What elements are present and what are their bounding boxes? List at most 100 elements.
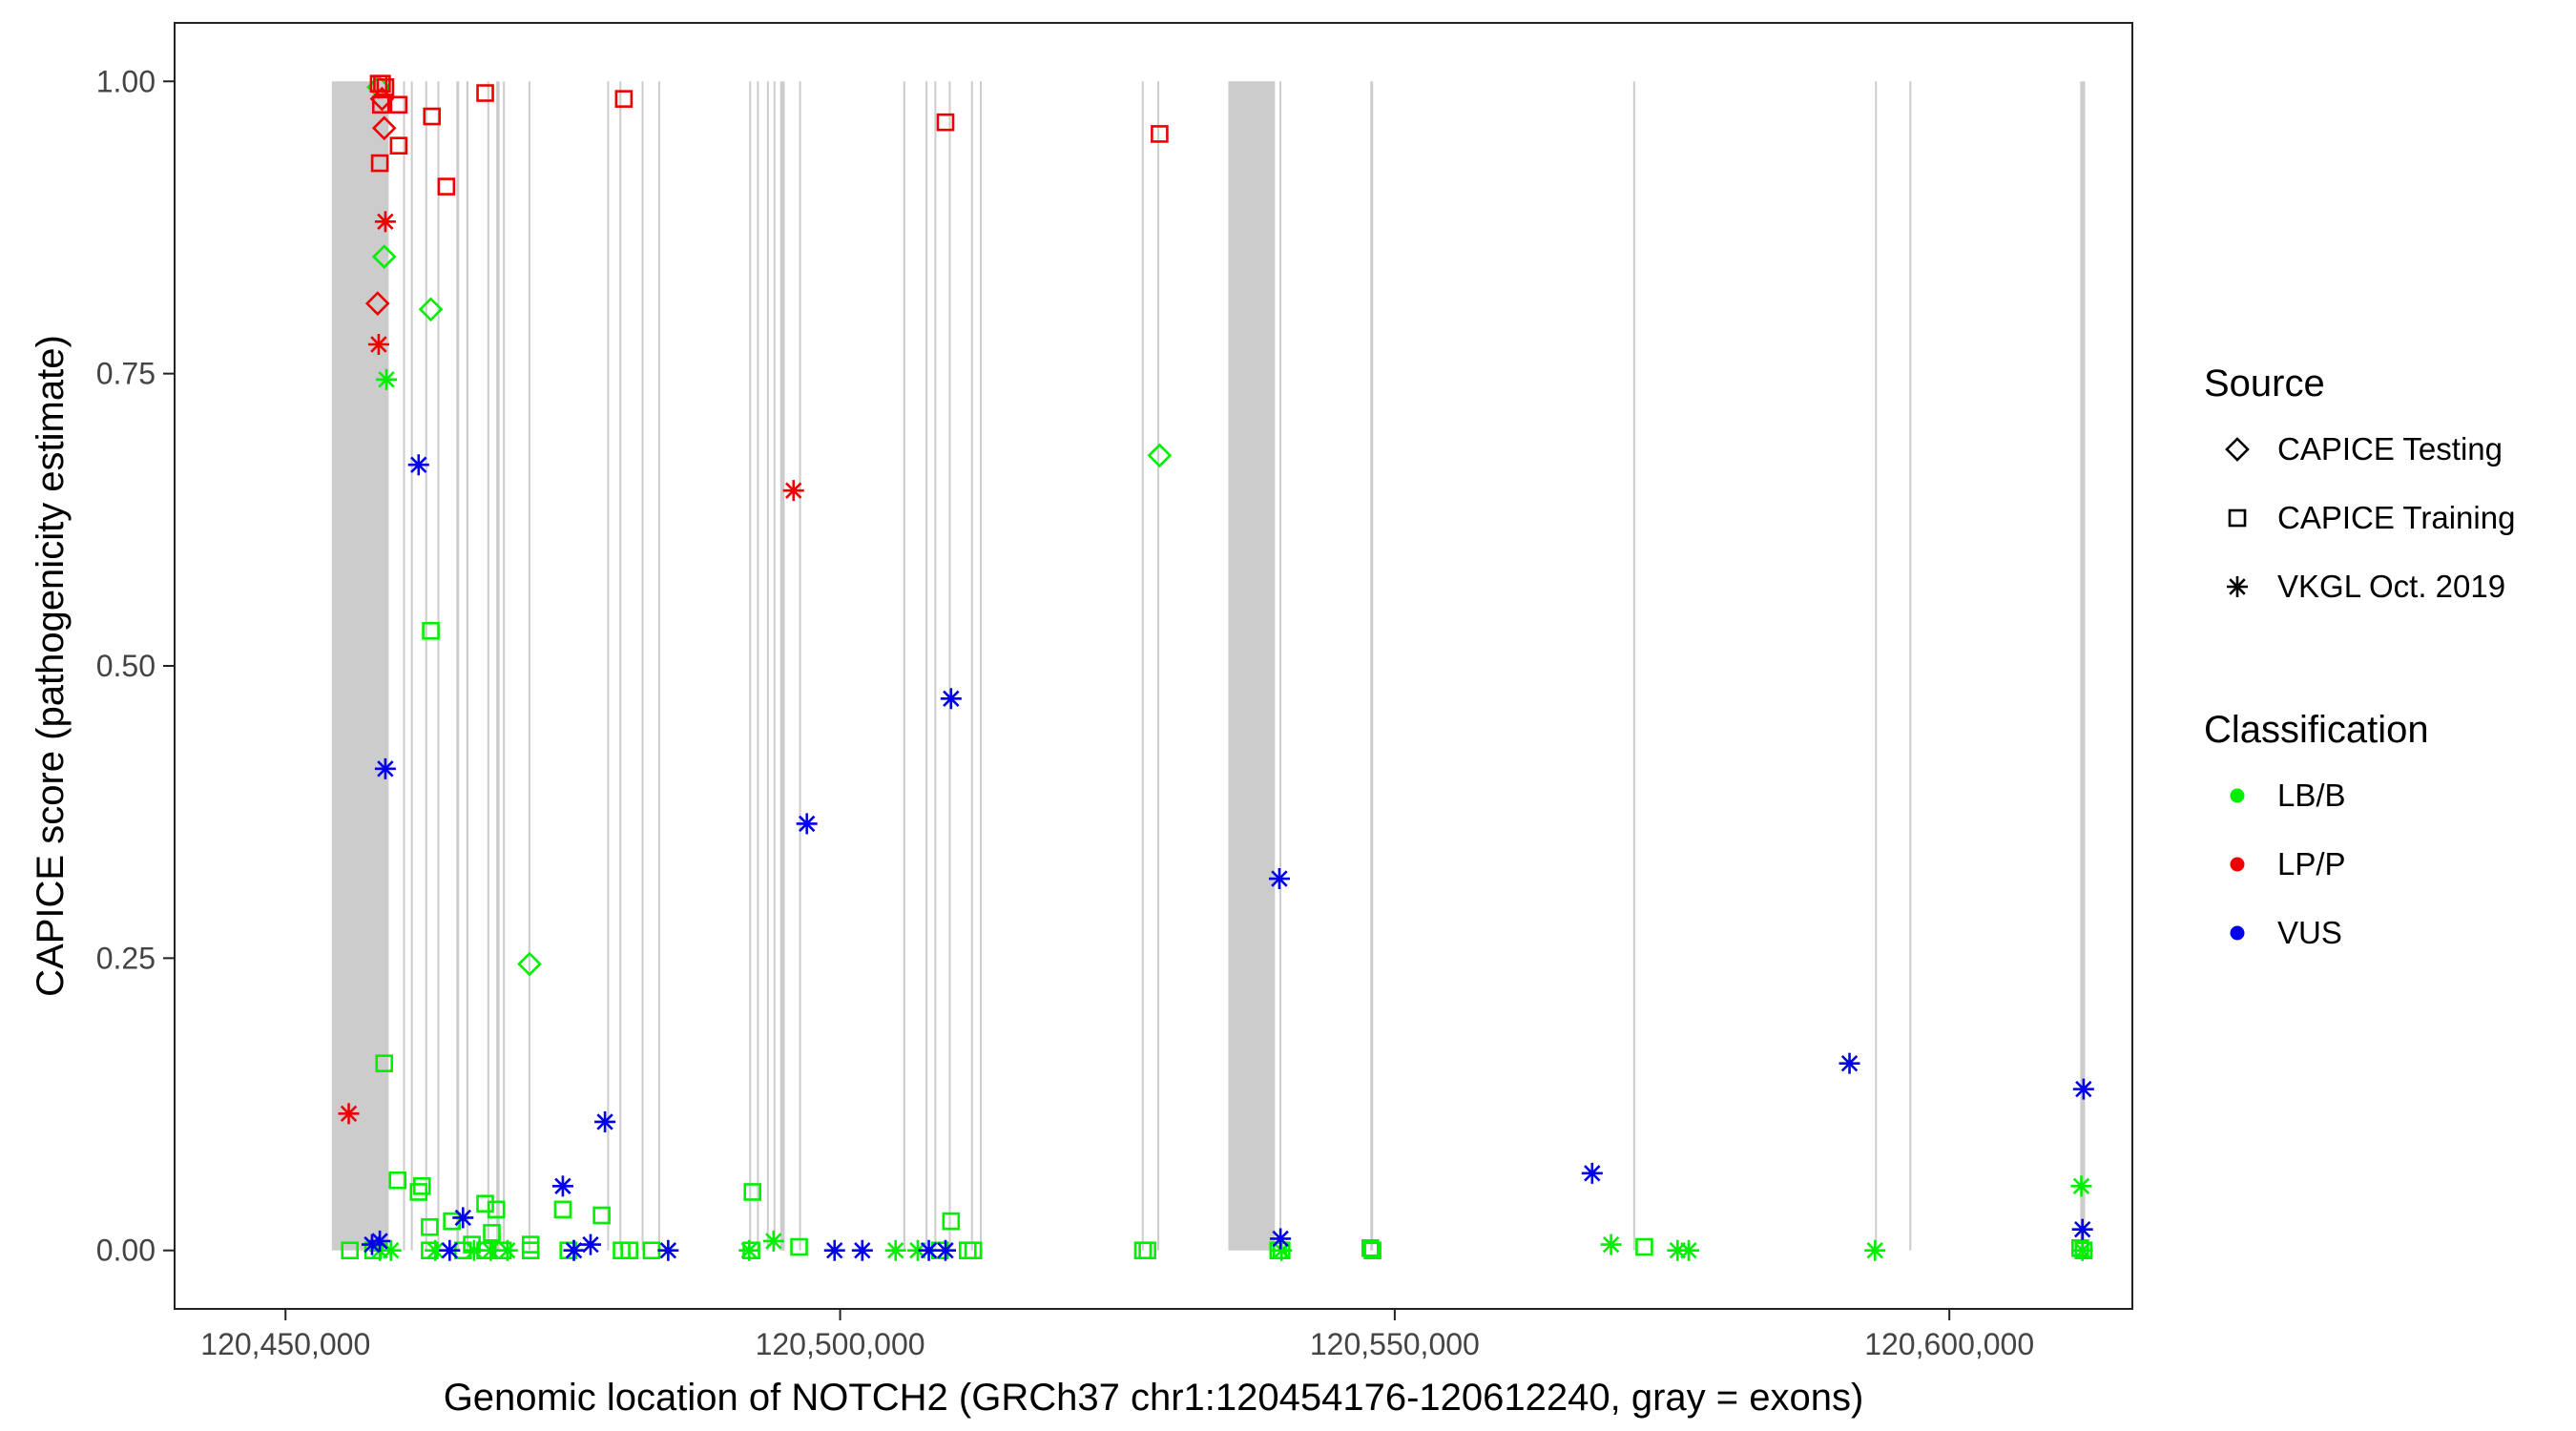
legend-source-items: CAPICE Testing CAPICE Training VKGL Oct. 2… (2225, 431, 2515, 604)
data-point-square (1635, 1237, 1653, 1256)
data-point-asterisk (851, 1239, 873, 1261)
y-tick-label: 0.50 (96, 649, 156, 683)
x-tick-label: 120,450,000 (200, 1327, 370, 1361)
data-point-asterisk (823, 1239, 845, 1261)
exon-band (619, 81, 622, 1251)
data-point-diamond (371, 244, 397, 269)
exon-band (799, 81, 801, 1251)
data-point-square (1138, 1241, 1156, 1260)
data-point-asterisk (338, 1103, 360, 1125)
data-point-asterisk (563, 1239, 585, 1261)
legend-key-dot (2230, 788, 2245, 803)
data-point-diamond (1147, 443, 1173, 468)
exon-band (948, 81, 951, 1251)
exon-band (425, 81, 427, 1251)
data-point-square (942, 1212, 961, 1231)
data-point-square (341, 1241, 359, 1260)
exon-band (1909, 81, 1912, 1251)
data-point-square (370, 154, 389, 173)
legend-key-dot (2230, 925, 2245, 941)
data-point-diamond (371, 115, 397, 141)
data-point-asterisk (439, 1239, 461, 1261)
data-point-square (373, 74, 391, 93)
exon-band (766, 81, 769, 1251)
data-point-asterisk (369, 1230, 391, 1252)
data-point-square (743, 1183, 762, 1201)
data-point-square (423, 107, 442, 126)
data-point-asterisk (782, 480, 804, 502)
data-point-square (1363, 1241, 1381, 1260)
y-axis: 0.00 0.25 0.50 0.75 1.00 (96, 64, 175, 1268)
data-point-square (521, 1241, 540, 1260)
data-point-square (476, 84, 494, 102)
data-point-asterisk (452, 1207, 474, 1229)
exon-band (749, 81, 752, 1251)
exon-band (1141, 81, 1144, 1251)
data-point-asterisk (496, 1239, 518, 1261)
data-point-asterisk (935, 1239, 957, 1261)
data-point-asterisk (594, 1110, 616, 1132)
legend-source-label: VKGL Oct. 2019 (2277, 569, 2505, 604)
exon-band (503, 81, 506, 1251)
data-point-square (409, 1183, 428, 1201)
exon-band (1875, 81, 1878, 1251)
data-point-square (620, 1241, 638, 1260)
data-point-square (1361, 1238, 1380, 1257)
data-point-asterisk (738, 1239, 760, 1261)
exon-band (657, 81, 660, 1251)
exon-band (2080, 81, 2086, 1251)
legend-source-title: Source (2204, 363, 2325, 404)
legend-classification-label: LB/B (2277, 778, 2346, 813)
y-tick-label: 1.00 (96, 64, 156, 98)
exon-band (331, 81, 389, 1251)
data-point-asterisk (407, 454, 429, 476)
data-point-asterisk (657, 1239, 679, 1261)
x-tick-label: 120,500,000 (756, 1327, 925, 1361)
legend: Source CAPICE Testing CAPICE Training VKGL… (2204, 363, 2515, 950)
data-point-square (421, 1217, 439, 1236)
data-point-asterisk (374, 757, 396, 779)
data-point-asterisk (1839, 1052, 1860, 1074)
exon-band (779, 81, 785, 1251)
legend-classification-title: Classification (2204, 709, 2429, 751)
x-tick-label: 120,600,000 (1864, 1327, 2034, 1361)
y-axis-label: CAPICE score (pathogenicity estimate) (30, 335, 72, 997)
legend-key-square (2228, 508, 2247, 528)
data-point-square (2071, 1238, 2089, 1257)
data-point-square (437, 177, 456, 196)
data-point-square (592, 1206, 611, 1225)
data-point-square (422, 621, 440, 640)
data-point-square (412, 1177, 431, 1195)
data-point-square (375, 1054, 394, 1072)
data-point-asterisk (884, 1239, 906, 1261)
y-tick-label: 0.00 (96, 1234, 156, 1268)
exon-bands (331, 81, 2086, 1251)
exon-band (773, 81, 776, 1251)
exon-band (980, 81, 983, 1251)
data-point-diamond (517, 951, 542, 977)
legend-key-asterisk (2227, 576, 2248, 597)
data-point-asterisk (579, 1234, 601, 1255)
exon-band (925, 81, 928, 1251)
exon-band (437, 81, 440, 1251)
legend-classification-label: LP/P (2277, 846, 2346, 881)
data-point-diamond (364, 291, 390, 316)
data-point-asterisk (2071, 1239, 2093, 1261)
exon-band (934, 81, 937, 1251)
data-point-square (790, 1237, 808, 1256)
data-point-square (614, 90, 634, 108)
data-point-square (521, 1235, 540, 1254)
data-points (338, 74, 2094, 1261)
legend-classification-items: LB/B LP/P VUS (2230, 778, 2346, 950)
data-point-asterisk (1270, 1228, 1292, 1250)
exon-band (757, 81, 759, 1251)
data-point-asterisk (376, 368, 398, 390)
exon-band (1228, 81, 1276, 1251)
data-point-asterisk (1864, 1239, 1886, 1261)
data-point-asterisk (1600, 1234, 1622, 1255)
data-point-square (389, 136, 408, 155)
exon-band (1157, 81, 1160, 1251)
legend-key-dot (2230, 857, 2245, 872)
data-point-asterisk (940, 688, 962, 710)
